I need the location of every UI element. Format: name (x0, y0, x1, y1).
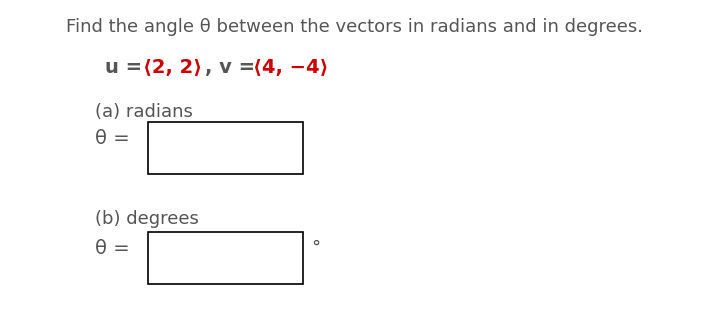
Text: ⟨4, −4⟩: ⟨4, −4⟩ (253, 58, 329, 77)
Text: θ =: θ = (95, 128, 136, 147)
Text: , v =: , v = (205, 58, 262, 77)
Text: u =: u = (105, 58, 149, 77)
Text: Find the angle θ between the vectors in radians and in degrees.: Find the angle θ between the vectors in … (66, 18, 642, 36)
Text: °: ° (311, 239, 320, 257)
Text: (a) radians: (a) radians (95, 103, 193, 121)
Text: ⟨2, 2⟩: ⟨2, 2⟩ (143, 58, 202, 77)
Bar (148, 232, 303, 284)
Bar (148, 122, 303, 174)
Text: (b) degrees: (b) degrees (95, 210, 199, 228)
Text: θ =: θ = (95, 239, 136, 258)
